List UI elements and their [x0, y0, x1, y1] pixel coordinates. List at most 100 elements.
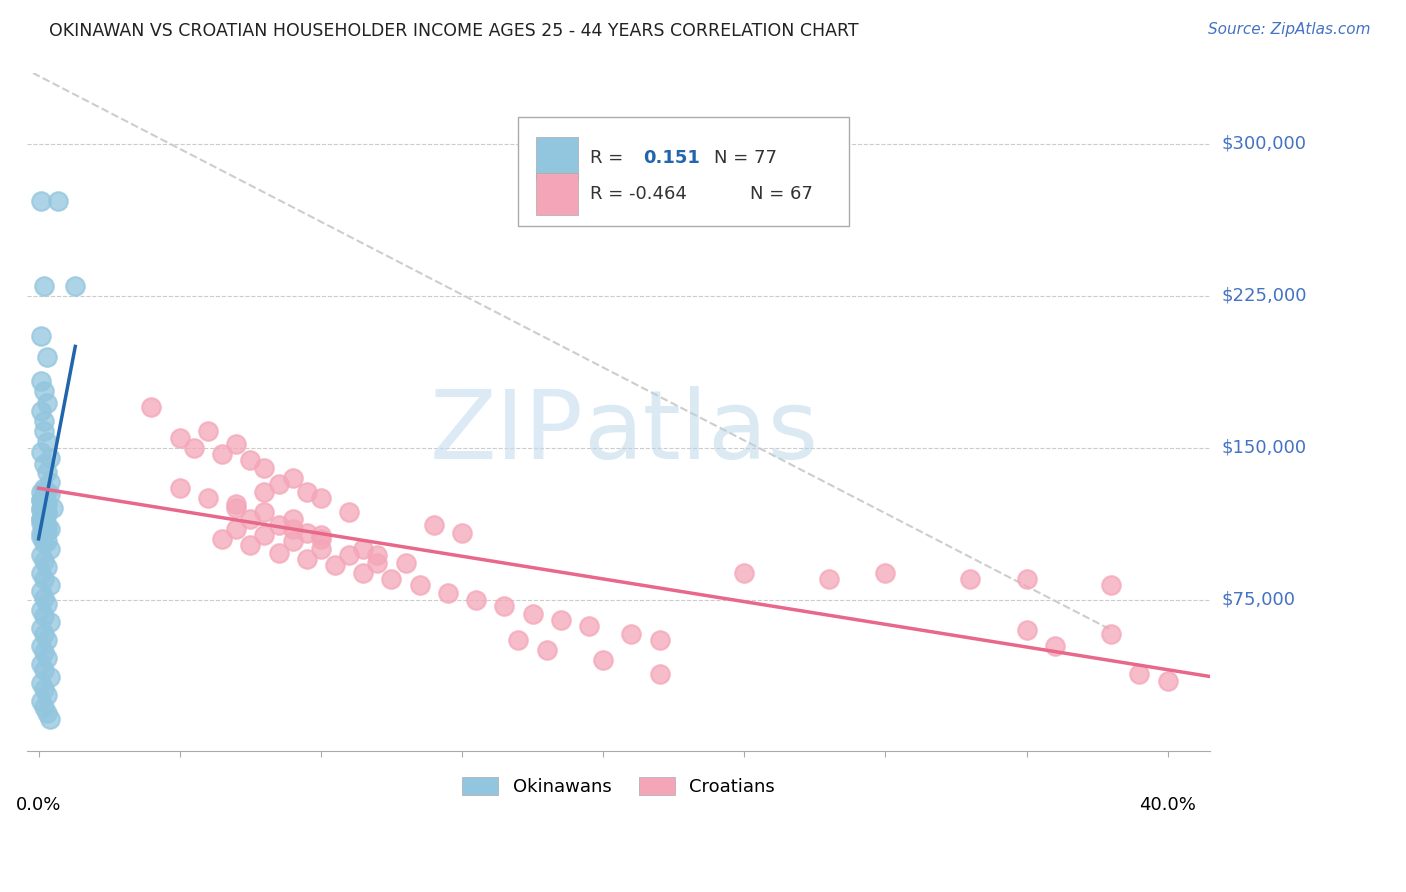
Point [38, 522, 60, 536]
Point [253, 461, 276, 475]
Point [30, 374, 52, 388]
FancyBboxPatch shape [536, 173, 578, 216]
Point [32, 278, 55, 293]
Point [32, 493, 55, 508]
Point [30, 621, 52, 635]
Point [239, 452, 262, 467]
Point [295, 552, 318, 566]
Text: OKINAWAN VS CROATIAN HOUSEHOLDER INCOME AGES 25 - 44 YEARS CORRELATION CHART: OKINAWAN VS CROATIAN HOUSEHOLDER INCOME … [49, 22, 859, 40]
Point [32, 457, 55, 471]
Point [38, 541, 60, 556]
Point [30, 493, 52, 508]
Point [352, 541, 374, 556]
Point [578, 619, 600, 633]
Point [32, 517, 55, 532]
Point [648, 633, 671, 648]
Point [35, 597, 58, 611]
FancyBboxPatch shape [519, 117, 849, 226]
Point [32, 527, 55, 541]
Point [35, 524, 58, 538]
Point [30, 516, 52, 530]
Point [536, 643, 558, 657]
Point [1099, 627, 1122, 641]
Point [211, 532, 233, 546]
Point [309, 532, 332, 546]
Point [281, 522, 304, 536]
Point [41, 501, 63, 516]
Point [30, 657, 52, 672]
Point [183, 441, 205, 455]
Point [35, 465, 58, 479]
Point [239, 538, 262, 552]
Point [32, 572, 55, 586]
Point [30, 639, 52, 653]
Point [35, 508, 58, 522]
Point [1043, 639, 1066, 653]
Point [30, 511, 52, 525]
Text: ZIP: ZIP [429, 386, 583, 479]
Point [337, 506, 360, 520]
Point [38, 475, 60, 489]
Point [225, 522, 247, 536]
Point [38, 578, 60, 592]
Point [818, 572, 841, 586]
Point [30, 530, 52, 544]
Text: 0.0%: 0.0% [15, 796, 62, 814]
Point [225, 501, 247, 516]
Point [1015, 572, 1038, 586]
Point [592, 653, 614, 667]
Point [550, 613, 572, 627]
Point [35, 434, 58, 449]
Point [309, 541, 332, 556]
Point [267, 546, 290, 560]
Point [35, 485, 58, 500]
Point [267, 517, 290, 532]
Point [295, 525, 318, 540]
Text: Source: ZipAtlas.com: Source: ZipAtlas.com [1208, 22, 1371, 37]
Point [38, 669, 60, 683]
Point [35, 688, 58, 702]
Point [508, 633, 530, 648]
Point [30, 584, 52, 599]
Point [309, 491, 332, 506]
Point [38, 615, 60, 629]
Text: $300,000: $300,000 [1222, 135, 1306, 153]
Point [35, 651, 58, 665]
Point [65, 278, 87, 293]
Point [35, 497, 58, 511]
Point [451, 525, 474, 540]
Point [1157, 673, 1180, 688]
Point [32, 681, 55, 696]
Point [32, 699, 55, 714]
Point [32, 645, 55, 659]
Point [437, 586, 460, 600]
Point [141, 400, 163, 414]
Point [32, 384, 55, 398]
Text: $75,000: $75,000 [1222, 591, 1295, 608]
Point [32, 664, 55, 678]
Point [32, 489, 55, 503]
Point [267, 477, 290, 491]
Point [32, 591, 55, 605]
Point [30, 675, 52, 690]
Point [1099, 578, 1122, 592]
Point [197, 425, 219, 439]
Text: R =: R = [591, 150, 630, 168]
Point [522, 607, 544, 621]
Point [30, 525, 52, 540]
Point [35, 350, 58, 364]
Point [423, 517, 446, 532]
Point [30, 444, 52, 458]
Point [959, 572, 981, 586]
Point [169, 431, 191, 445]
Point [620, 627, 643, 641]
Point [32, 506, 55, 520]
Point [281, 511, 304, 525]
Point [30, 511, 52, 525]
Point [211, 447, 233, 461]
Point [309, 527, 332, 541]
Point [32, 425, 55, 439]
Point [30, 694, 52, 708]
Point [30, 493, 52, 508]
Point [35, 396, 58, 410]
